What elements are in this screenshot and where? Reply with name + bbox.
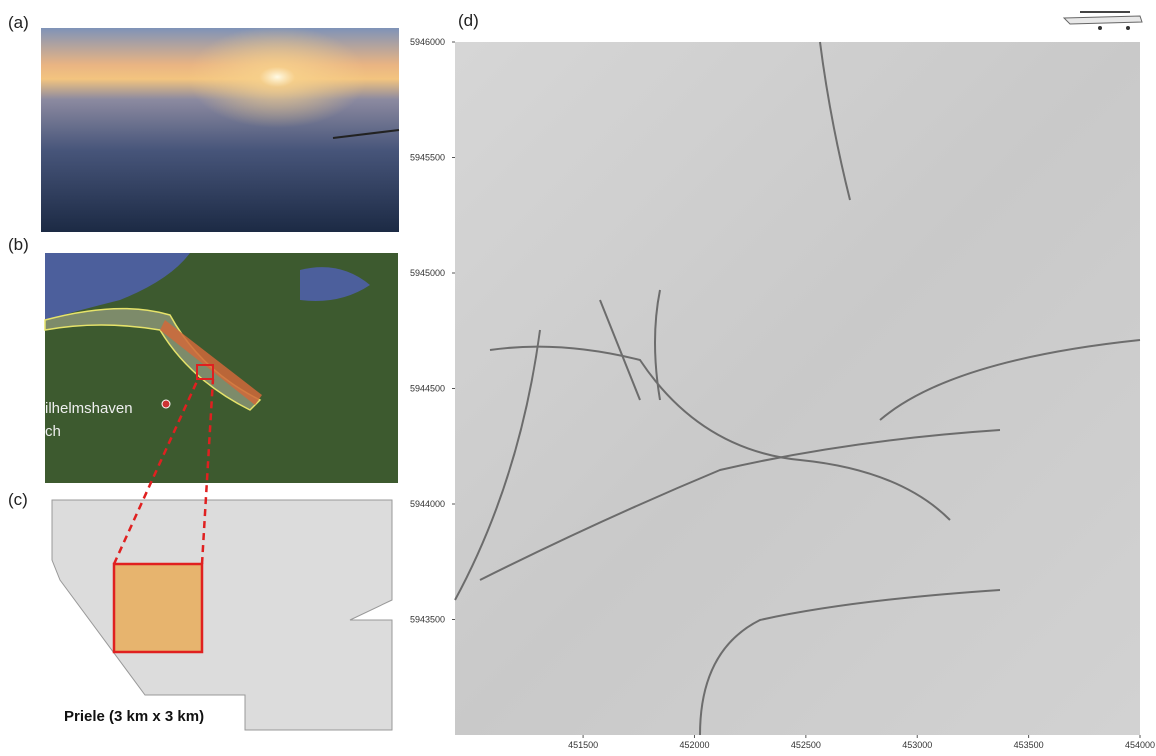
- hillshade-map: [455, 42, 1140, 735]
- y-tick-label: 5944500: [410, 384, 445, 394]
- x-tick-label: 452500: [791, 740, 821, 750]
- figure-canvas: (a) (b) ilhelmshaven ch (c) Priele (3 km…: [0, 0, 1156, 756]
- panel-label: (b): [8, 235, 29, 254]
- panel-label: (a): [8, 13, 29, 32]
- x-tick-label: 452000: [679, 740, 709, 750]
- panel-label: (d): [458, 11, 479, 30]
- place-name: ilhelmshaven: [45, 400, 133, 417]
- x-tick-label: 453500: [1014, 740, 1044, 750]
- y-tick-label: 5945500: [410, 153, 445, 163]
- y-tick-label: 5943500: [410, 615, 445, 625]
- x-tick-label: 451500: [568, 740, 598, 750]
- caption: Priele (3 km x 3 km): [64, 708, 204, 725]
- photo-sunset: [41, 28, 399, 232]
- panel-label: (c): [8, 490, 28, 509]
- x-tick-label: 453000: [902, 740, 932, 750]
- satellite-map: ilhelmshaven ch: [45, 253, 398, 483]
- figure: (a) (b) ilhelmshaven ch (c) Priele (3 km…: [0, 0, 1156, 756]
- airplane-icon: [1064, 12, 1142, 30]
- x-tick-label: 454000: [1125, 740, 1155, 750]
- y-tick-label: 5945000: [410, 268, 445, 278]
- y-tick-label: 5946000: [410, 37, 445, 47]
- y-tick-label: 5944000: [410, 499, 445, 509]
- place-name: ch: [45, 423, 61, 440]
